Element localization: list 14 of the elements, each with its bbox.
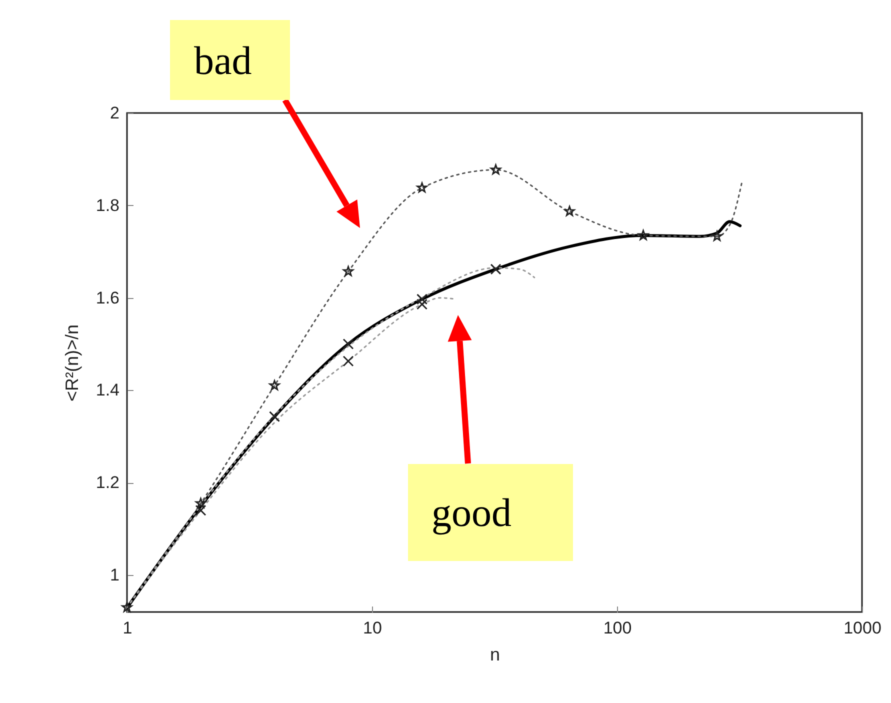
y-tick-label: 1.6 [96,288,120,308]
note-box: bad [170,20,290,100]
y-tick-label: 1.4 [96,380,120,400]
x-axis-title: n [490,644,500,664]
y-tick-label: 1 [110,566,120,585]
y-axis-title: <R²(n)>/n [62,324,82,402]
y-tick-label: 1.8 [96,196,120,215]
y-tick-label: 1.2 [96,473,120,492]
x-tick-label: 1 [122,618,132,638]
x-tick-label: 100 [603,618,632,638]
x-tick-label: 10 [363,618,382,638]
x-tick-label: 1000 [844,618,882,638]
note-box: good [408,464,572,560]
y-tick-label: 2 [110,104,120,122]
